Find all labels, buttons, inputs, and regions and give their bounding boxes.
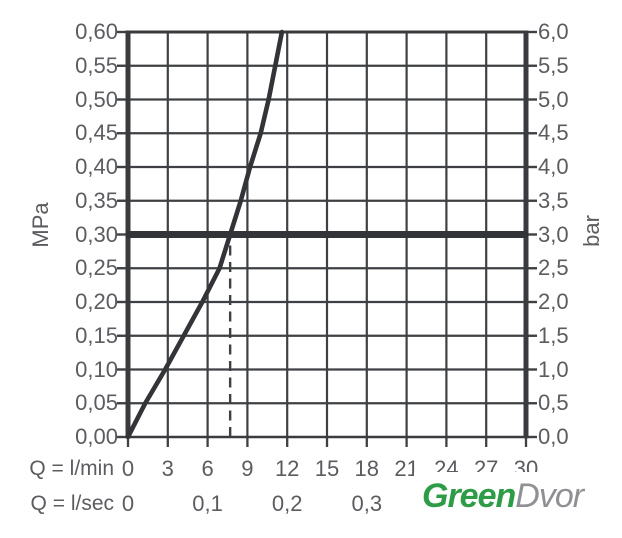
y-right-tick-label: 1,0 — [538, 356, 569, 382]
logo-text-green: Green — [422, 477, 516, 515]
greendvor-logo: GreenDvor — [422, 477, 584, 516]
y-right-tick-label: 4,0 — [538, 154, 569, 179]
y-axis-right-unit-label: bar — [579, 215, 604, 247]
x-lsec-tick-label: 0 — [121, 491, 135, 516]
y-left-tick-label: 0,25 — [75, 255, 118, 281]
y-left-tick-label: 0,45 — [75, 120, 118, 146]
y-left-tick-label: 0,05 — [75, 390, 118, 416]
y-left-tick-label: 0,30 — [75, 221, 118, 247]
x-lsec-tick-label: 0,3 — [351, 491, 383, 516]
y-axis-left-unit-label: MPa — [28, 202, 53, 248]
y-right-tick-label: 6,0 — [538, 19, 569, 44]
y-right-tick-label: 2,0 — [538, 289, 569, 314]
y-left-tick-label: 0,50 — [75, 86, 118, 112]
y-right-tick-label: 2,5 — [538, 255, 569, 281]
x-lsec-tick-label: 0,1 — [192, 491, 223, 516]
x-lsec-tick-label: 0,2 — [271, 491, 303, 516]
y-right-tick-label: 1,5 — [538, 322, 569, 348]
y-right-tick-label: 5,5 — [538, 52, 569, 78]
y-right-tick-label: 0,0 — [538, 424, 569, 449]
y-left-tick-label: 0,55 — [75, 52, 118, 78]
y-right-tick-label: 0,5 — [538, 390, 569, 416]
x-lmin-tick-label: 15 — [314, 456, 340, 481]
y-left-tick-label: 0,40 — [75, 154, 118, 179]
x-axis-lsec-row-label: Q = l/sec — [30, 492, 114, 515]
y-left-tick-label: 0,60 — [75, 19, 118, 44]
y-left-tick-label: 0,35 — [75, 187, 118, 213]
watermark-background — [414, 472, 622, 534]
x-lmin-tick-label: 9 — [241, 456, 254, 481]
y-right-tick-label: 5,0 — [538, 86, 569, 112]
x-lmin-tick-label: 0 — [121, 456, 135, 481]
y-right-tick-label: 3,0 — [538, 221, 569, 247]
y-left-tick-label: 0,00 — [75, 424, 118, 449]
logo-text-gray: Dvor — [515, 477, 584, 515]
x-lmin-tick-label: 12 — [274, 456, 300, 481]
y-right-tick-label: 3,5 — [538, 187, 569, 213]
x-lmin-tick-label: 6 — [201, 456, 214, 481]
y-left-tick-label: 0,15 — [75, 322, 118, 348]
x-lmin-tick-label: 18 — [354, 456, 380, 481]
y-right-tick-label: 4,5 — [538, 120, 569, 146]
x-axis-lmin-row-label: Q = l/min — [29, 457, 114, 480]
y-left-tick-label: 0,10 — [75, 356, 118, 382]
y-left-tick-label: 0,20 — [75, 289, 118, 314]
x-lmin-tick-label: 3 — [161, 456, 174, 481]
